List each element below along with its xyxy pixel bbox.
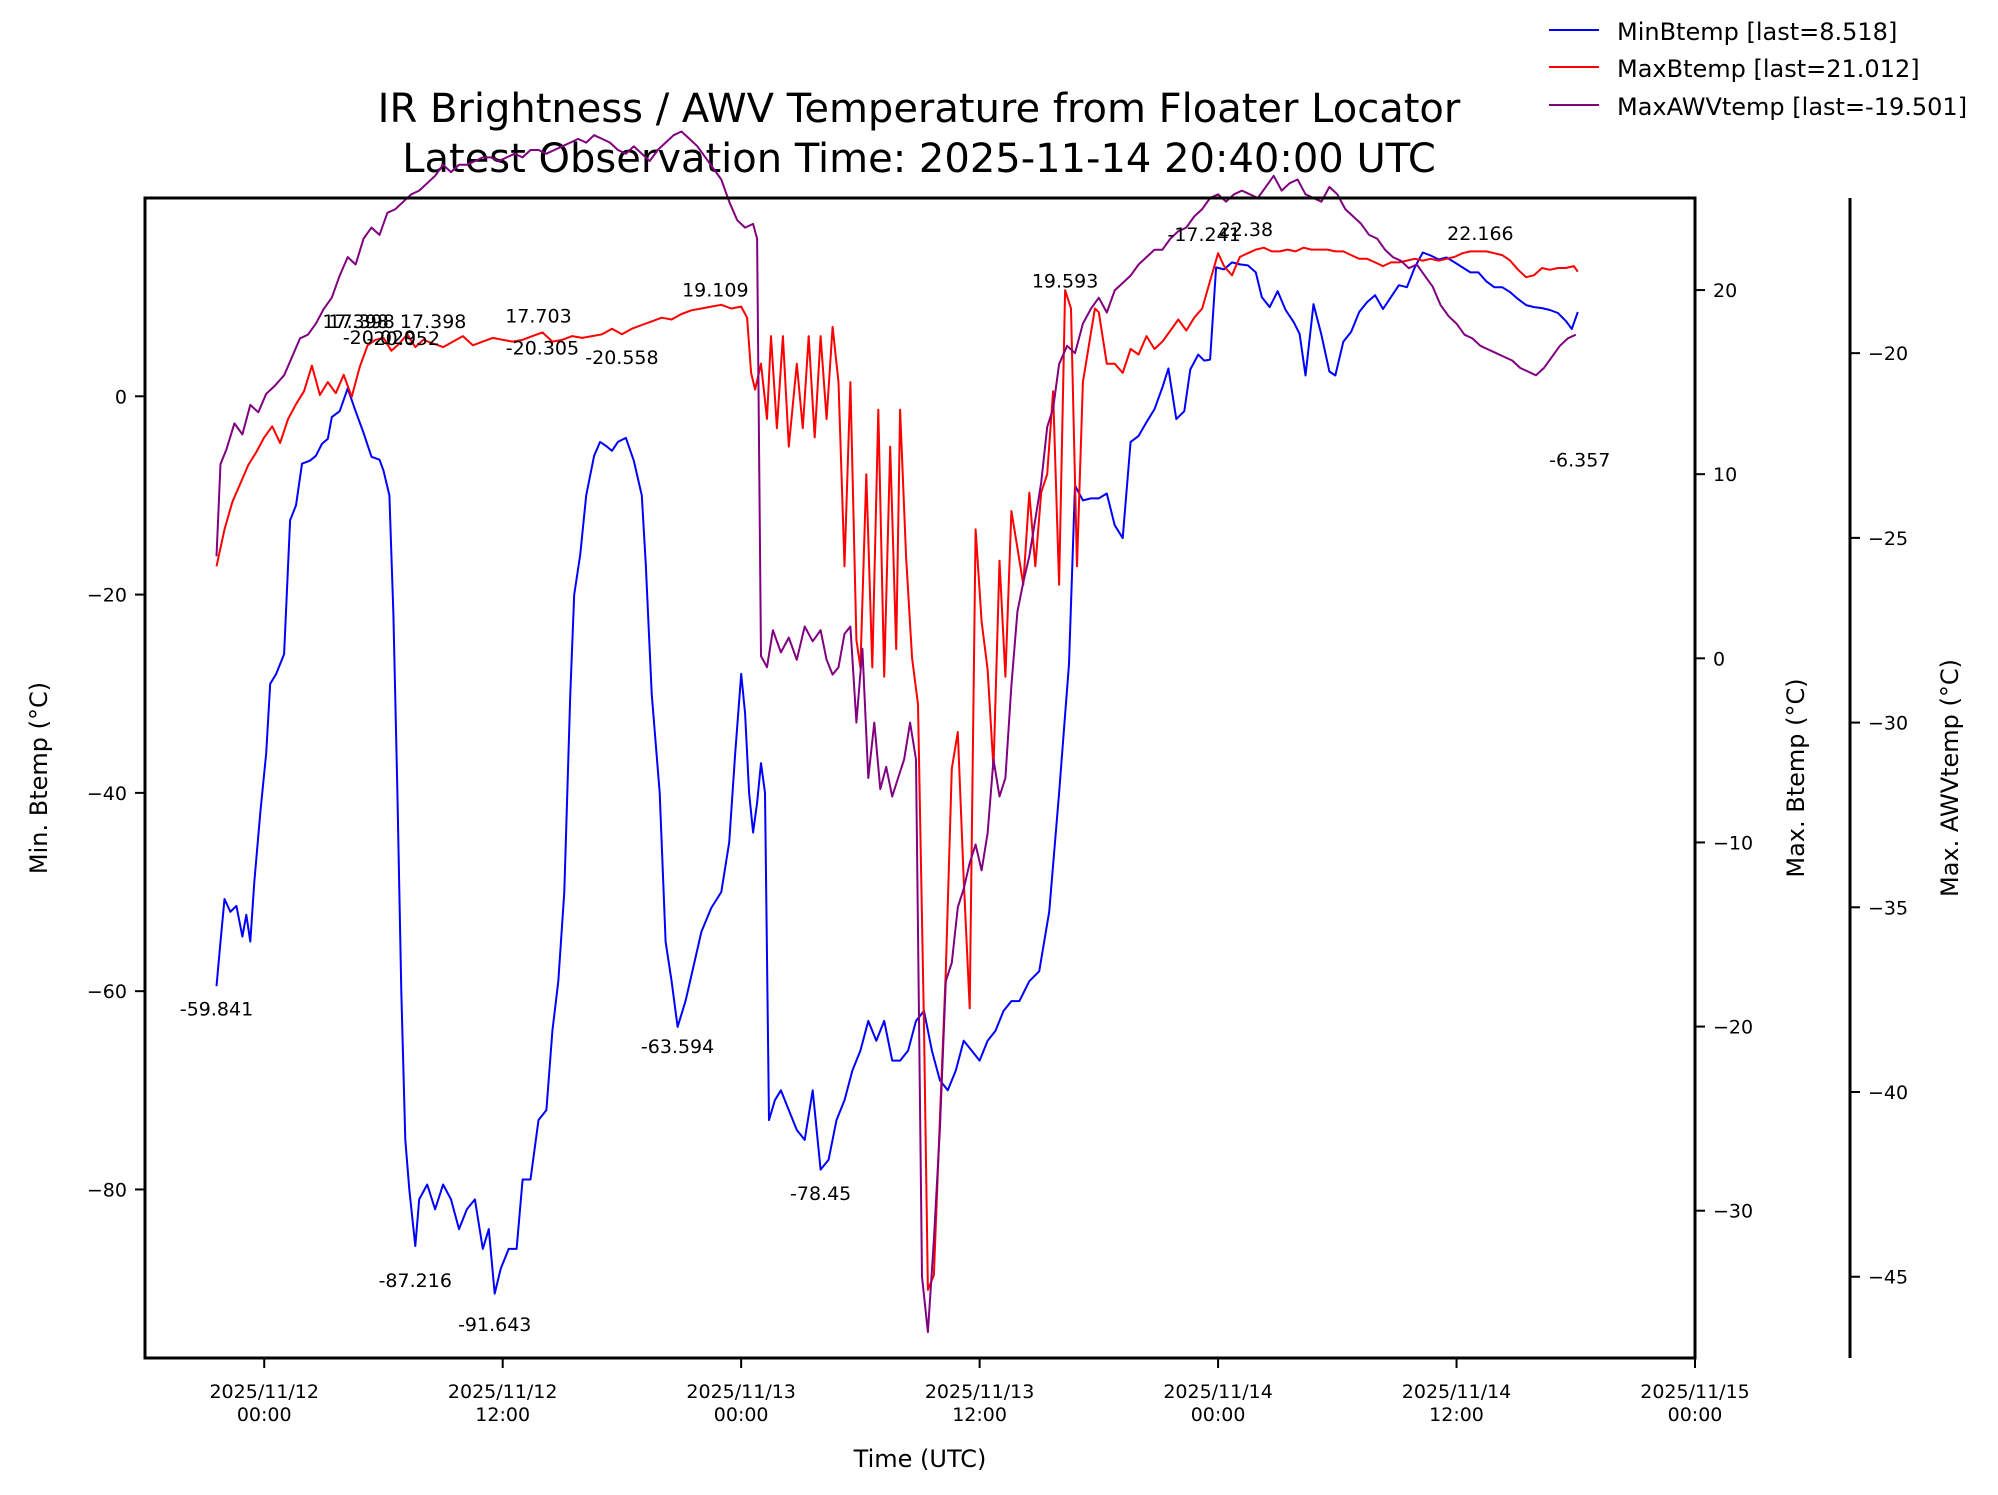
- right-tick-label: −30: [1713, 1201, 1753, 1223]
- data-label: -17.241: [1167, 224, 1240, 246]
- far-right-y-axis: −20 −25 −30 −35 −40 −45: [1848, 198, 1908, 1358]
- legend-label-minbtemp: MinBtemp [last=8.518]: [1617, 18, 1897, 46]
- x-tick-label-time: 12:00: [952, 1404, 1007, 1426]
- far-right-tick-label: −20: [1868, 343, 1908, 365]
- data-label: -91.643: [458, 1314, 531, 1336]
- x-tick-label-time: 12:00: [1429, 1404, 1484, 1426]
- x-tick-label-date: 2025/11/13: [925, 1381, 1035, 1403]
- x-axis: 2025/11/1200:002025/11/1212:002025/11/13…: [209, 1358, 1750, 1426]
- data-label: 17.398: [328, 311, 394, 333]
- x-tick-label-time: 00:00: [237, 1404, 292, 1426]
- legend-label-maxbtemp: MaxBtemp [last=21.012]: [1617, 55, 1920, 83]
- data-label: 22.166: [1447, 223, 1513, 245]
- data-label: -78.45: [790, 1183, 851, 1205]
- right-tick-label: −20: [1713, 1017, 1753, 1039]
- right-tick-label: −10: [1713, 832, 1753, 854]
- data-label: -63.594: [641, 1036, 714, 1058]
- right-tick-label: 20: [1713, 280, 1737, 302]
- left-y-axis: 0 −20 −40 −60 −80: [87, 386, 145, 1201]
- left-tick-label: 0: [115, 386, 127, 408]
- x-tick-label-time: 00:00: [1668, 1404, 1723, 1426]
- data-label: 17.703: [505, 305, 571, 327]
- x-tick-label-time: 00:00: [714, 1404, 769, 1426]
- x-tick-label-date: 2025/11/15: [1640, 1381, 1750, 1403]
- left-tick-label: −40: [87, 783, 127, 805]
- right-tick-label: 0: [1713, 648, 1725, 670]
- data-label: -87.216: [379, 1270, 452, 1292]
- left-tick-label: −20: [87, 585, 127, 607]
- x-tick-label-date: 2025/11/13: [686, 1381, 796, 1403]
- data-label: 22.38: [1219, 219, 1273, 241]
- data-label: -59.841: [180, 999, 253, 1021]
- far-right-axis-label: Max. AWVtemp (°C): [1936, 659, 1964, 897]
- right-tick-label: 10: [1713, 464, 1737, 486]
- data-label: 17.398: [322, 311, 388, 333]
- far-right-tick-label: −25: [1868, 528, 1908, 550]
- data-label: -20.029: [343, 327, 416, 349]
- left-tick-label: −60: [87, 981, 127, 1003]
- right-axis-label: Max. Btemp (°C): [1782, 678, 1810, 877]
- far-right-tick-label: −45: [1868, 1267, 1908, 1289]
- left-tick-label: −80: [87, 1179, 127, 1201]
- x-tick-label-date: 2025/11/12: [448, 1381, 558, 1403]
- data-label: -20.052: [367, 328, 440, 350]
- chart-title-line1: IR Brightness / AWV Temperature from Flo…: [378, 86, 1461, 132]
- data-label: -20.558: [585, 347, 658, 369]
- series-line-minbtemp: [215, 251, 1579, 1295]
- data-label: -20.305: [506, 337, 579, 359]
- chart-title-line2: Latest Observation Time: 2025-11-14 20:4…: [402, 136, 1436, 182]
- far-right-tick-label: −35: [1868, 897, 1908, 919]
- far-right-tick-label: −40: [1868, 1082, 1908, 1104]
- x-axis-label: Time (UTC): [853, 1445, 987, 1473]
- x-tick-label-date: 2025/11/12: [209, 1381, 319, 1403]
- plot-area: [215, 130, 1579, 1334]
- plot-frame: [143, 196, 1697, 1360]
- data-label: -6.357: [1549, 449, 1610, 471]
- data-label: 19.109: [682, 279, 748, 301]
- x-tick-label-date: 2025/11/14: [1402, 1381, 1512, 1403]
- left-axis-label: Min. Btemp (°C): [25, 682, 53, 874]
- x-tick-label-time: 12:00: [475, 1404, 530, 1426]
- data-label: 17.398: [400, 311, 466, 333]
- x-tick-label-date: 2025/11/14: [1163, 1381, 1273, 1403]
- x-tick-label-time: 00:00: [1191, 1404, 1246, 1426]
- legend-label-maxawvtemp: MaxAWVtemp [last=-19.501]: [1617, 93, 1967, 121]
- data-label: 19.593: [1032, 271, 1098, 293]
- series-line-maxawvtemp: [215, 130, 1577, 1334]
- series-line-maxbtemp: [215, 246, 1579, 1291]
- legend: MinBtemp [last=8.518] MaxBtemp [last=21.…: [1549, 18, 1967, 121]
- right-y-axis: 20 10 0 −10 −20 −30: [1695, 280, 1753, 1223]
- far-right-tick-label: −30: [1868, 713, 1908, 735]
